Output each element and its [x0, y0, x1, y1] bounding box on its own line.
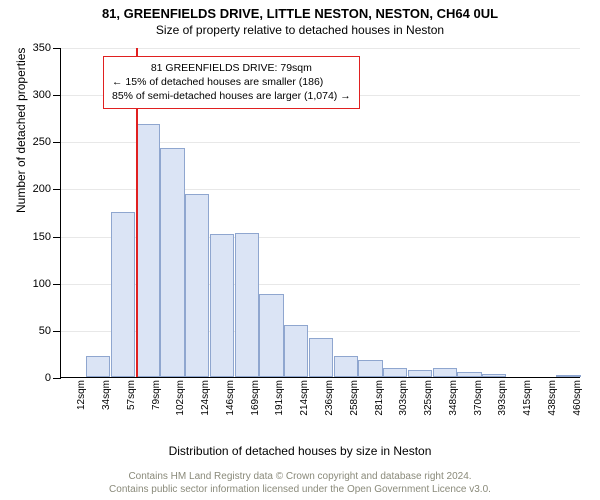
bar: [210, 234, 234, 377]
ytick-label: 50: [39, 325, 61, 337]
bar: [136, 124, 160, 377]
chart-area: 05010015020025030035012sqm34sqm57sqm79sq…: [60, 48, 580, 413]
xtick-label: 34sqm: [101, 380, 112, 410]
xtick-label: 415sqm: [522, 380, 533, 416]
credits: Contains HM Land Registry data © Crown c…: [0, 471, 600, 496]
xtick-label: 258sqm: [349, 380, 360, 416]
y-axis-label: Number of detached properties: [14, 48, 28, 213]
xtick-label: 348sqm: [448, 380, 459, 416]
bar: [284, 325, 308, 377]
info-box-line: 85% of semi-detached houses are larger (…: [112, 89, 351, 103]
xtick-label: 191sqm: [274, 380, 285, 416]
ytick-label: 300: [33, 89, 61, 101]
bar: [358, 360, 382, 377]
plot-region: 05010015020025030035012sqm34sqm57sqm79sq…: [60, 48, 580, 378]
credit-line-1: Contains HM Land Registry data © Crown c…: [0, 471, 600, 484]
bar: [457, 372, 481, 377]
xtick-label: 124sqm: [200, 380, 211, 416]
credit-line-2: Contains public sector information licen…: [0, 484, 600, 497]
bar: [383, 368, 407, 377]
bar: [259, 294, 283, 377]
xtick-label: 281sqm: [374, 380, 385, 416]
xtick-label: 169sqm: [250, 380, 261, 416]
bar: [556, 375, 580, 377]
xtick-label: 79sqm: [151, 380, 162, 410]
bar: [86, 356, 110, 377]
page-subtitle: Size of property relative to detached ho…: [0, 23, 600, 37]
ytick-label: 100: [33, 278, 61, 290]
xtick-label: 12sqm: [76, 380, 87, 410]
bar: [334, 356, 358, 377]
page-title: 81, GREENFIELDS DRIVE, LITTLE NESTON, NE…: [0, 6, 600, 21]
bar: [482, 374, 506, 377]
bar: [408, 370, 432, 377]
xtick-label: 57sqm: [126, 380, 137, 410]
bar: [309, 338, 333, 377]
bar: [235, 233, 259, 377]
xtick-label: 146sqm: [225, 380, 236, 416]
xtick-label: 303sqm: [398, 380, 409, 416]
xtick-label: 325sqm: [423, 380, 434, 416]
ytick-label: 0: [45, 372, 61, 384]
xtick-label: 102sqm: [175, 380, 186, 416]
xtick-label: 438sqm: [547, 380, 558, 416]
x-axis-label: Distribution of detached houses by size …: [0, 444, 600, 458]
info-box: 81 GREENFIELDS DRIVE: 79sqm← 15% of deta…: [103, 56, 360, 109]
xtick-label: 236sqm: [324, 380, 335, 416]
bar: [433, 368, 457, 377]
title-block: 81, GREENFIELDS DRIVE, LITTLE NESTON, NE…: [0, 0, 600, 37]
bar: [160, 148, 184, 377]
ytick-label: 350: [33, 42, 61, 54]
bar: [111, 212, 135, 377]
gridline: [61, 48, 580, 49]
ytick-label: 250: [33, 136, 61, 148]
xtick-label: 214sqm: [299, 380, 310, 416]
xtick-label: 460sqm: [572, 380, 583, 416]
bar: [185, 194, 209, 377]
xtick-label: 370sqm: [473, 380, 484, 416]
ytick-label: 200: [33, 183, 61, 195]
info-box-line: ← 15% of detached houses are smaller (18…: [112, 75, 351, 89]
xtick-label: 393sqm: [497, 380, 508, 416]
info-box-line: 81 GREENFIELDS DRIVE: 79sqm: [112, 61, 351, 75]
ytick-label: 150: [33, 231, 61, 243]
